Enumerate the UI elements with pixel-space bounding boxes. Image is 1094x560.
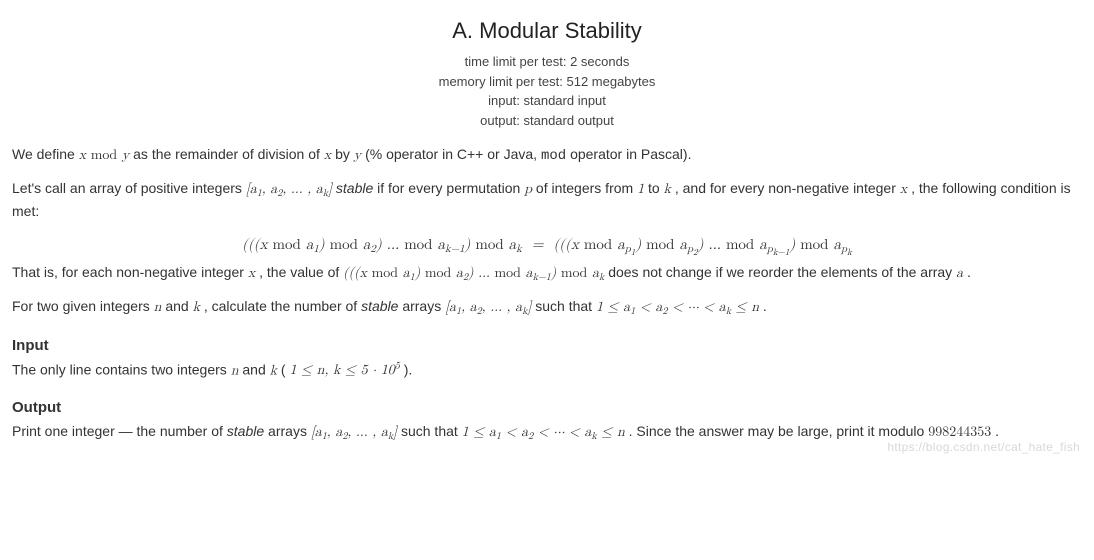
- text: .: [763, 298, 767, 314]
- math: a: [956, 266, 963, 280]
- limit-memory: memory limit per test: 512 megabytes: [12, 72, 1082, 92]
- text: We define: [12, 146, 79, 162]
- text: by: [335, 146, 354, 162]
- text: such that: [401, 423, 462, 439]
- text: Print one integer — the number of: [12, 423, 227, 439]
- limits-block: time limit per test: 2 seconds memory li…: [12, 52, 1082, 130]
- problem-title: A. Modular Stability: [12, 14, 1082, 48]
- text: , the value of: [259, 264, 343, 280]
- text: arrays: [402, 298, 445, 314]
- math: k: [664, 182, 671, 196]
- text: ).: [404, 361, 413, 377]
- math: k: [193, 300, 200, 314]
- term-stable: stable: [227, 423, 264, 439]
- paragraph-input: The only line contains two integers n an…: [12, 359, 1082, 382]
- math: x: [248, 266, 255, 280]
- math: p: [524, 182, 532, 196]
- term-stable: stable: [336, 180, 373, 196]
- math: k: [270, 363, 277, 377]
- text: to: [648, 180, 664, 196]
- math: x: [900, 182, 907, 196]
- text: (% operator in C++ or Java,: [365, 146, 541, 162]
- text: The only line contains two integers: [12, 361, 231, 377]
- paragraph-definition: We define x mod y as the remainder of di…: [12, 144, 1082, 168]
- modulus: 998244353: [928, 425, 991, 439]
- paragraph-stable-def: Let's call an array of positive integers…: [12, 178, 1082, 223]
- text: , and for every non-negative integer: [675, 180, 900, 196]
- text: operator in Pascal).: [570, 146, 691, 162]
- math: y: [354, 148, 361, 162]
- text: That is, for each non-negative integer: [12, 264, 248, 280]
- text: if for every permutation: [377, 180, 524, 196]
- math: x: [324, 148, 331, 162]
- text: (: [281, 361, 286, 377]
- text: such that: [535, 298, 596, 314]
- text: and: [242, 361, 269, 377]
- limit-output: output: standard output: [12, 111, 1082, 131]
- text: . Since the answer may be large, print i…: [629, 423, 929, 439]
- section-input-title: Input: [12, 334, 1082, 357]
- text: arrays: [268, 423, 311, 439]
- watermark: https://blog.csdn.net/cat_hate_fish: [887, 438, 1080, 457]
- text: and: [165, 298, 192, 314]
- text: For two given integers: [12, 298, 154, 314]
- math: n: [154, 300, 162, 314]
- math: 1: [637, 182, 644, 196]
- limit-time: time limit per test: 2 seconds: [12, 52, 1082, 72]
- text: does not change if we reorder the elemen…: [608, 264, 956, 280]
- text: .: [967, 264, 971, 280]
- text: Let's call an array of positive integers: [12, 180, 246, 196]
- text: .: [995, 423, 999, 439]
- term-stable: stable: [361, 298, 398, 314]
- text: as the remainder of division of: [133, 146, 324, 162]
- paragraph-task: For two given integers n and k , calcula…: [12, 296, 1082, 320]
- paragraph-explain: That is, for each non-negative integer x…: [12, 262, 1082, 286]
- text: of integers from: [536, 180, 637, 196]
- text: , calculate the number of: [204, 298, 361, 314]
- code: mod: [541, 148, 566, 164]
- limit-input: input: standard input: [12, 91, 1082, 111]
- section-output-title: Output: [12, 396, 1082, 419]
- equation-main: (((x mod a1) mod a2) … mod ak−1) mod ak …: [12, 233, 1082, 260]
- math: n: [231, 363, 239, 377]
